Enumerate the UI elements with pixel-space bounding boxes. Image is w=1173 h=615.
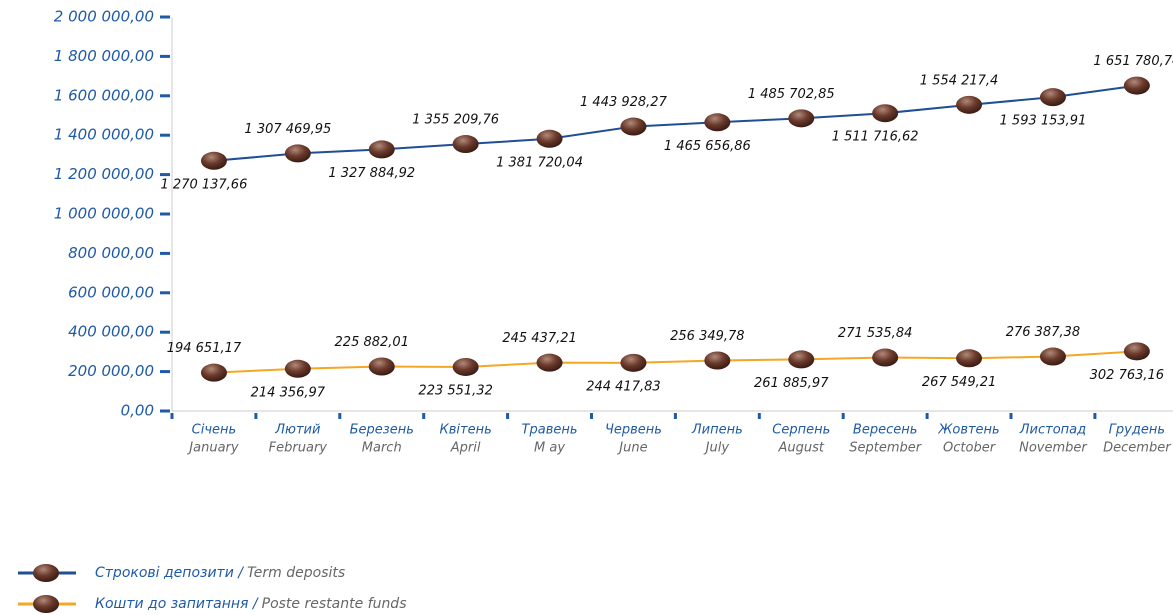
value-label: 1 511 716,62 [832,130,919,145]
y-tick-label: 1 000 000,00 [54,205,154,223]
legend-label: Кошти до запитання / Poste restante funds [95,596,407,612]
value-label: 225 882,01 [335,335,409,350]
value-label: 271 535,84 [838,326,912,341]
data-point [704,113,731,132]
legend-name: Кошти до запитання / [95,596,259,612]
legend-label: Строкові депозити / Term deposits [95,565,345,581]
y-tick-label: 600 000,00 [68,283,154,301]
value-label: 245 437,21 [502,331,576,346]
data-point [1123,342,1150,361]
data-point [452,357,479,376]
y-tick-label: 2 000 000,00 [54,8,154,26]
data-point [452,135,479,154]
x-tick-label-en: August [778,441,825,456]
data-point [956,349,983,368]
value-label: 1 554 217,4 [920,73,999,88]
value-label: 302 763,16 [1090,368,1164,383]
x-tick-label: Січень [192,423,237,438]
value-label: 256 349,78 [670,329,744,344]
y-tick-label: 1 400 000,00 [54,126,154,144]
x-tick-label-en: July [703,441,730,456]
value-label: 1 327 884,92 [328,166,415,181]
x-tick-label-en: April [450,441,481,456]
x-tick-label-en: M ay [534,441,565,456]
value-label: 1 381 720,04 [496,155,583,170]
data-point [284,359,311,378]
data-point [872,348,899,367]
value-label: 1 307 469,95 [244,122,331,137]
x-tick-label: Квітень [440,423,492,438]
legend-marker [33,564,59,582]
data-point [368,357,395,376]
data-point [1039,88,1066,107]
y-tick-label: 1 200 000,00 [54,165,154,183]
y-tick-label: 1 800 000,00 [54,47,154,65]
x-tick-label: Лютий [274,423,320,438]
x-tick-label: Жовтень [937,423,999,438]
y-tick-label: 400 000,00 [68,323,154,341]
x-tick-label: Листопад [1019,423,1086,438]
x-tick-label: Червень [605,423,662,438]
x-tick-label-en: June [616,441,647,456]
value-label: 261 885,97 [754,376,829,391]
value-label: 1 443 928,27 [580,95,668,110]
value-label: 214 356,97 [251,385,326,400]
x-tick-label: Липень [691,423,743,438]
x-tick-label-en: November [1019,441,1088,456]
data-point [284,144,311,163]
data-point [536,353,563,372]
series-line [213,350,1137,374]
value-label: 276 387,38 [1006,325,1080,340]
data-point [1123,76,1150,95]
y-tick-label: 200 000,00 [68,362,154,380]
data-point [788,350,815,369]
value-label: 1 270 137,66 [161,177,248,192]
data-point [620,117,647,136]
x-tick-label-en: January [186,441,239,456]
y-tick-label: 1 600 000,00 [54,86,154,104]
x-tick-label-en: March [362,441,402,456]
legend-name-en: Poste restante funds [262,596,407,612]
x-tick-label: Серпень [772,423,830,438]
value-label: 244 417,83 [586,379,660,394]
value-label: 1 593 153,91 [1000,114,1087,129]
value-label: 267 549,21 [922,375,996,390]
y-tick-label: 800 000,00 [68,244,154,262]
legend-name: Строкові депозити / [95,565,244,581]
legend-marker [33,595,59,613]
series-line [213,84,1137,162]
data-point [1039,347,1066,366]
value-label: 1 651 780,74 [1093,54,1173,69]
value-label: 1 485 702,85 [748,87,835,102]
value-label: 223 551,32 [418,383,492,398]
value-label: 1 465 656,86 [664,139,751,154]
data-point [956,95,983,114]
data-point [620,353,647,372]
data-point [368,140,395,159]
data-point [536,129,563,148]
y-tick-label: 0,00 [121,402,154,420]
data-point [200,363,227,382]
value-label: 194 651,17 [167,341,242,356]
x-tick-label-en: December [1103,441,1172,456]
x-tick-label: Травень [522,423,578,438]
x-tick-label-en: October [943,441,997,456]
x-tick-label: Вересень [853,423,917,438]
legend-name-en: Term deposits [247,565,345,581]
value-label: 1 355 209,76 [412,113,499,128]
x-tick-label: Березень [350,423,414,438]
x-tick-label-en: September [849,441,923,456]
x-tick-label-en: February [269,441,328,456]
data-point [704,351,731,370]
data-point [788,109,815,128]
data-point [200,151,227,170]
data-point [872,104,899,123]
x-tick-label: Грудень [1109,423,1165,438]
